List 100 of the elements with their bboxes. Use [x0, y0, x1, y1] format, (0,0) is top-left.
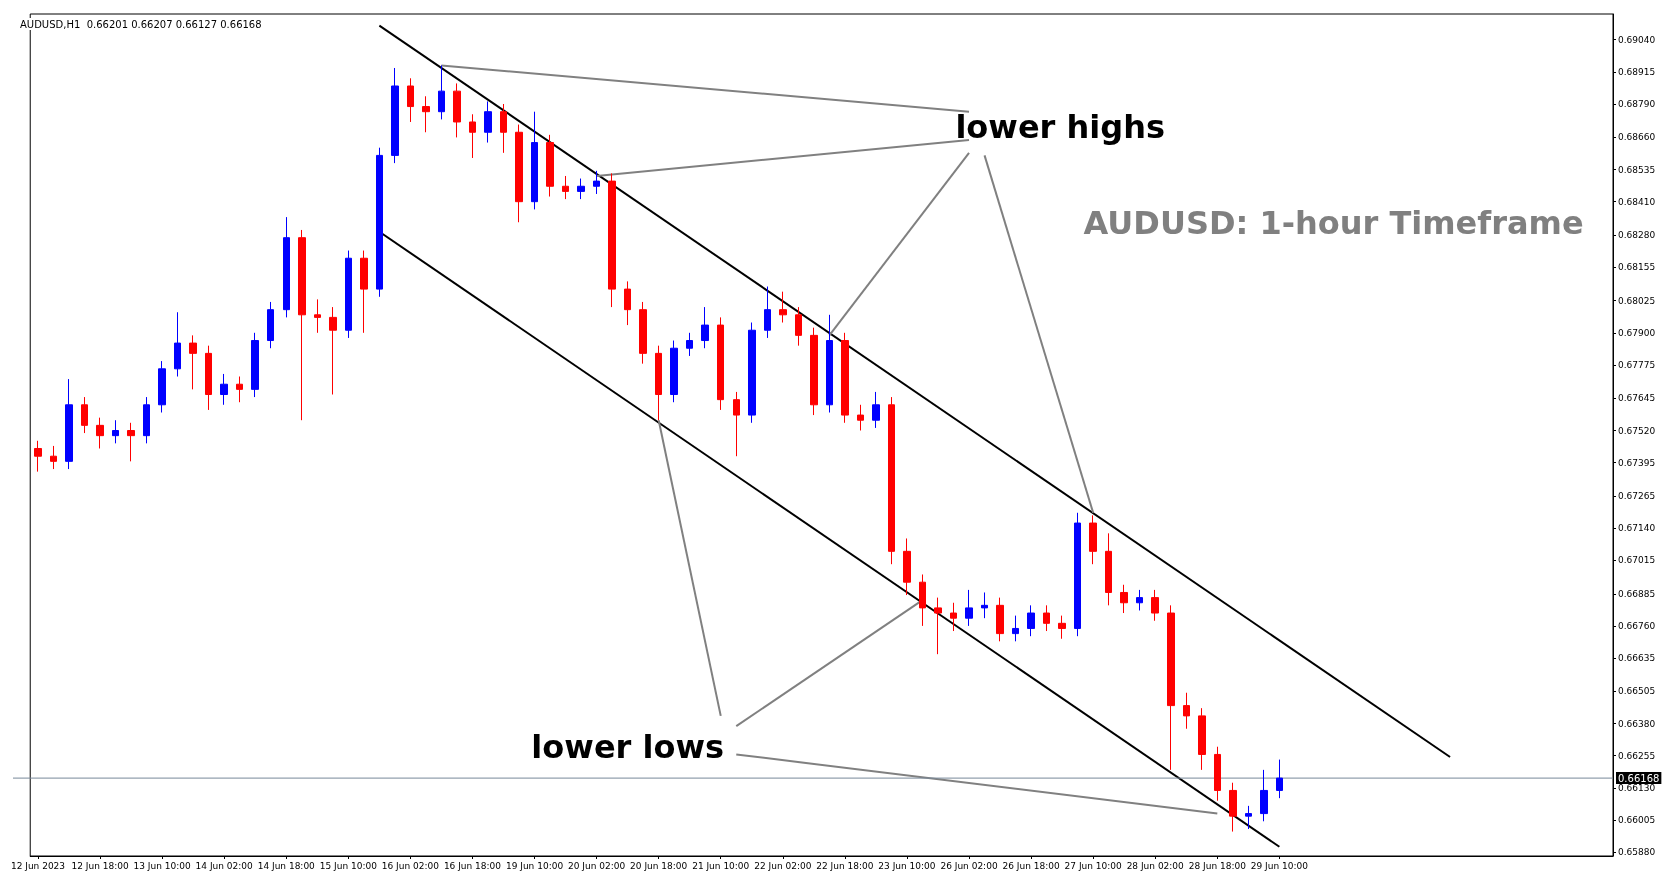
candlestick: [484, 100, 492, 144]
candlestick: [515, 124, 523, 223]
y-tick-label: 0.66505: [1618, 686, 1656, 697]
x-tick-label: 29 Jun 10:00: [1250, 860, 1309, 871]
candlestick: [1198, 707, 1206, 771]
candlestick: [236, 376, 243, 403]
candlestick: [764, 286, 771, 339]
y-tick-label: 0.66005: [1618, 815, 1656, 826]
candlestick: [1229, 782, 1237, 833]
candlestick: [857, 404, 864, 431]
candlestick: [96, 417, 104, 449]
candlestick: [314, 298, 321, 334]
candlestick: [872, 391, 880, 429]
annotation: lower highs: [955, 107, 1166, 146]
candlestick: [112, 419, 119, 444]
candlestick: [127, 422, 135, 462]
y-tick-label: 0.69040: [1618, 34, 1656, 45]
candlestick: [1105, 532, 1112, 606]
candlestick: [1167, 604, 1175, 771]
ref-line-label: 0.66168: [1618, 772, 1660, 784]
candlestick: [748, 322, 756, 424]
candlestick: [888, 396, 895, 565]
candlestick: [143, 396, 150, 444]
candlestick: [733, 391, 740, 457]
candlestick: [376, 147, 383, 298]
candlestick: [593, 170, 600, 195]
candlestick: [546, 134, 554, 198]
candlestick: [283, 216, 290, 318]
x-tick-label: 16 Jun 18:00: [443, 860, 502, 871]
candlestick: [345, 250, 352, 339]
y-tick-label: 0.67395: [1618, 457, 1656, 468]
candlestick: [1012, 615, 1019, 642]
candlestick: [500, 103, 507, 154]
x-tick-label: 27 Jun 10:00: [1064, 860, 1123, 871]
y-tick-label: 0.66760: [1618, 620, 1656, 631]
candlestick: [1260, 769, 1268, 822]
y-tick-label: 0.68660: [1618, 132, 1656, 143]
chart-title: AUDUSD,H1 0.66201 0.66207 0.66127 0.66168: [20, 18, 262, 30]
x-tick-label: 28 Jun 02:00: [1126, 860, 1185, 871]
candlestick: [981, 591, 988, 619]
y-tick-label: 0.68155: [1618, 262, 1656, 273]
y-tick-label: 0.65880: [1618, 847, 1656, 858]
x-tick-label: 14 Jun 18:00: [257, 860, 316, 871]
y-tick-label: 0.68790: [1618, 98, 1656, 109]
candlestick: [624, 280, 631, 326]
x-tick-label: 22 Jun 02:00: [754, 860, 812, 871]
y-tick-label: 0.67775: [1618, 359, 1656, 370]
candlestick: [65, 378, 73, 470]
x-tick-label: 26 Jun 18:00: [1002, 860, 1060, 871]
y-tick-label: 0.66130: [1618, 782, 1656, 793]
candlestick: [531, 111, 538, 210]
candlestick: [1276, 759, 1283, 799]
candlestick: [701, 306, 709, 349]
x-tick-label: 20 Jun 18:00: [630, 860, 688, 871]
x-tick-label: 19 Jun 10:00: [505, 860, 564, 871]
candlestick: [826, 314, 833, 413]
y-tick-label: 0.67520: [1618, 425, 1656, 436]
x-tick-label: 12 Jun 18:00: [71, 860, 129, 871]
y-tick-label: 0.67900: [1618, 327, 1656, 338]
y-tick-label: 0.67015: [1618, 555, 1656, 566]
candlestick: [950, 602, 957, 632]
y-tick-label: 0.66255: [1618, 750, 1656, 761]
x-tick-label: 15 Jun 10:00: [319, 860, 378, 871]
candlestick: [469, 113, 476, 159]
candlestick: [298, 229, 306, 421]
candlestick: [1089, 514, 1097, 565]
y-tick-label: 0.66635: [1618, 653, 1656, 664]
x-tick-label: 22 Jun 18:00: [816, 860, 874, 871]
candlestick: [1245, 805, 1252, 830]
candlestick: [174, 311, 181, 378]
candlestick: [1183, 692, 1190, 730]
annotation: lower lows: [531, 727, 725, 766]
candlestick: [934, 597, 942, 655]
y-tick-label: 0.67140: [1618, 523, 1656, 534]
x-tick-label: 23 Jun 10:00: [878, 860, 936, 871]
candlestick: [577, 178, 585, 200]
candlestick: [919, 573, 926, 627]
candlestick: [1214, 746, 1221, 802]
candlestick: [562, 175, 569, 200]
candlestick: [438, 64, 445, 120]
y-tick-label: 0.66380: [1618, 718, 1656, 729]
candlestick: [655, 345, 662, 421]
candlestick: [1074, 512, 1081, 637]
candlestick: [360, 250, 368, 334]
y-tick-label: 0.68915: [1618, 66, 1656, 77]
candlestick: [407, 77, 414, 123]
candlestick: [1120, 584, 1128, 614]
candlestick: [220, 373, 228, 406]
x-tick-label: 12 Jun 2023: [10, 860, 66, 871]
candlestick: [329, 306, 337, 396]
candlestick: [1151, 589, 1159, 622]
candlestick: [205, 345, 212, 411]
x-tick-label: 21 Jun 10:00: [692, 860, 750, 871]
candlestick: [841, 332, 849, 424]
candlestick: [453, 82, 461, 138]
candlestick: [639, 301, 647, 365]
candlestick: [251, 332, 259, 398]
candlestick: [810, 327, 818, 416]
y-tick-label: 0.67645: [1618, 393, 1656, 404]
candlestick: [267, 301, 274, 349]
